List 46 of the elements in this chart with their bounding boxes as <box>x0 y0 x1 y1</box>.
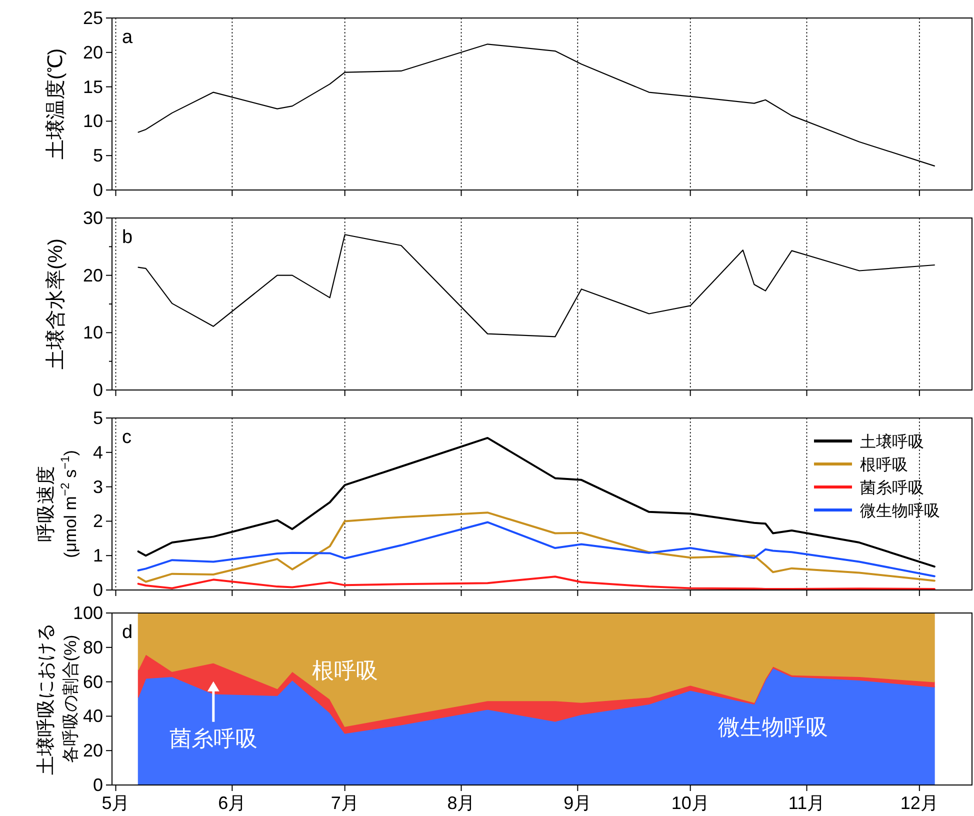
y-tick-label: 40 <box>82 706 103 726</box>
y-tick-label: 10 <box>82 111 103 132</box>
y-tick-label: 0 <box>92 380 103 400</box>
x-tick-label: 9月 <box>564 793 592 813</box>
y-tick-label: 3 <box>92 476 103 497</box>
y-axis-title: 土壌呼吸における各呼吸の割合(%) <box>35 623 80 775</box>
y-tick-label: 25 <box>82 8 103 28</box>
y-tick-label: 0 <box>92 180 103 200</box>
y-axis-title: 土壌含水率(%) <box>44 238 67 370</box>
legend-label: 微生物呼吸 <box>860 502 940 520</box>
y-tick-label: 0 <box>92 580 103 600</box>
annotation: d <box>122 622 133 643</box>
x-tick-label: 8月 <box>447 793 476 813</box>
legend-label: 根呼吸 <box>860 456 908 474</box>
x-tick-label: 6月 <box>218 793 246 813</box>
y-tick-label: 0 <box>92 775 103 795</box>
y-tick-label: 5 <box>92 146 103 166</box>
x-tick-label: 5月 <box>102 793 130 813</box>
y-tick-label: 80 <box>82 637 103 658</box>
x-tick-label: 7月 <box>330 793 359 813</box>
series-label: 根呼吸 <box>312 657 378 682</box>
y-tick-label: 10 <box>82 322 103 343</box>
y-tick-label: 4 <box>92 442 103 462</box>
x-tick-label: 11月 <box>788 793 826 813</box>
annotation: c <box>122 427 132 448</box>
x-tick-label: 10月 <box>671 793 710 813</box>
y-tick-label: 60 <box>82 672 103 692</box>
y-tick-label: 100 <box>72 603 103 623</box>
line-series <box>137 521 936 578</box>
y-tick-label: 5 <box>92 408 103 428</box>
y-tick-label: 15 <box>82 76 103 97</box>
legend-label: 土壌呼吸 <box>860 433 924 451</box>
series-label: 微生物呼吸 <box>718 714 828 740</box>
y-tick-label: 20 <box>82 42 103 62</box>
annotation: b <box>122 227 133 248</box>
series-label: 菌糸呼吸 <box>169 725 258 750</box>
y-tick-label: 30 <box>82 208 103 228</box>
line-series <box>137 576 936 590</box>
x-tick-label: 12月 <box>900 793 938 813</box>
y-tick-label: 20 <box>82 265 103 286</box>
y-axis-title: 土壌温度(℃) <box>44 48 67 160</box>
y-tick-label: 1 <box>92 546 103 566</box>
annotation: a <box>122 27 133 48</box>
y-tick-label: 2 <box>92 511 103 532</box>
y-tick-label: 20 <box>82 740 103 761</box>
legend-label: 菌糸呼吸 <box>860 479 924 497</box>
